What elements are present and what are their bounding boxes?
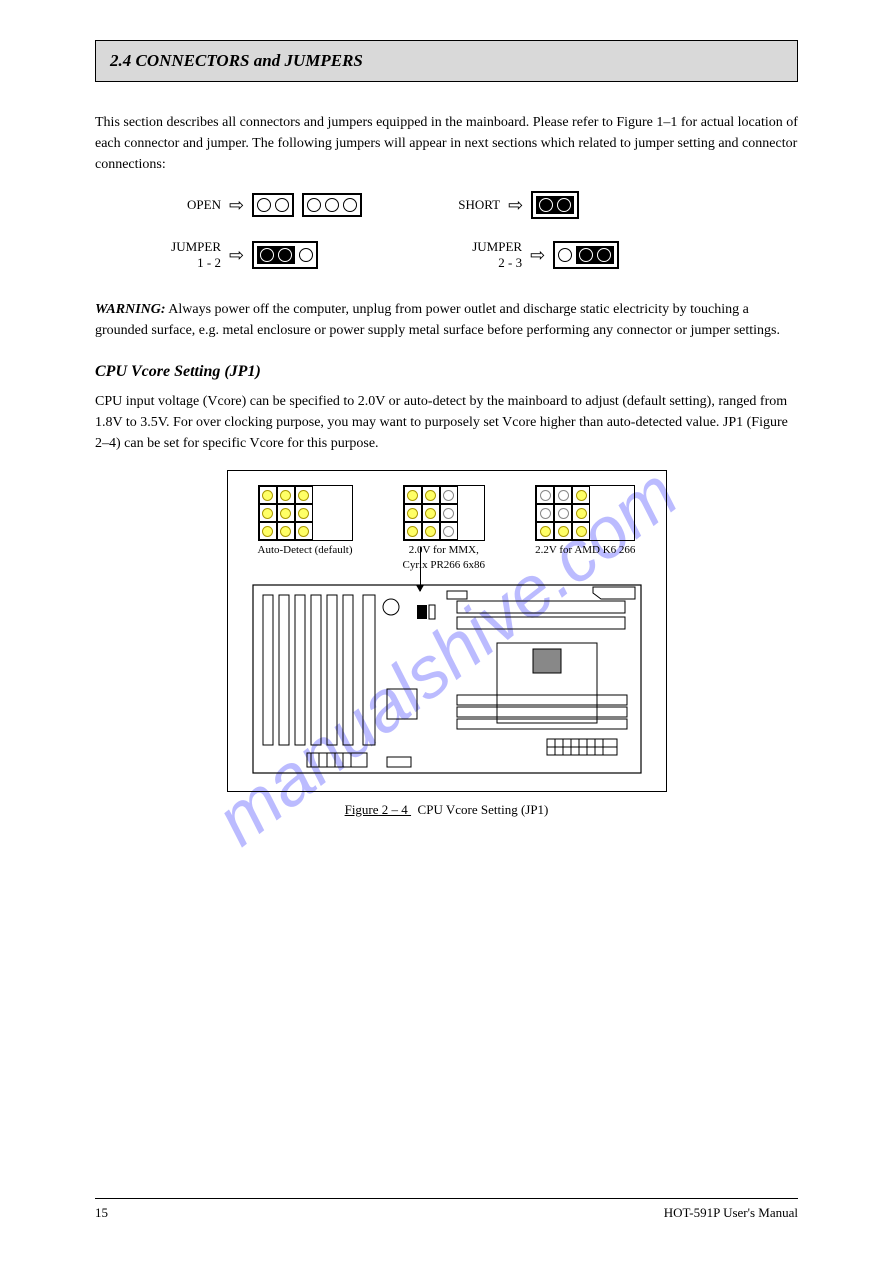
jumper-open-2pin — [252, 193, 294, 217]
jumper23-label: JUMPER 2 - 3 — [466, 239, 522, 271]
warning-text: WARNING: Always power off the computer, … — [95, 299, 798, 341]
figure-caption: Figure 2 – 4 CPU Vcore Setting (JP1) — [95, 802, 798, 818]
jumper-legend: OPEN ⇨ SHORT ⇨ JUMPER 1 - 2 ⇨ — [95, 191, 798, 271]
open-label: OPEN — [165, 197, 221, 213]
arrow-icon: ⇨ — [229, 246, 244, 264]
jumper-2-3 — [553, 241, 619, 269]
jp-grid-22v: 2.2V for AMD K6 266 — [535, 485, 635, 556]
warning-label: WARNING: — [95, 302, 166, 317]
cpu-vcore-title: CPU Vcore Setting (JP1) — [95, 363, 798, 381]
figure-frame: Auto-Detect (default) 2.0V for MMX, Cyri… — [227, 470, 667, 792]
page-footer: 15 HOT-591P User's Manual — [95, 1198, 798, 1221]
cpu-vcore-text: CPU input voltage (Vcore) can be specifi… — [95, 391, 798, 454]
motherboard-diagram — [247, 579, 647, 779]
page-content: 2.4 CONNECTORS and JUMPERS This section … — [0, 0, 893, 858]
jp-grid-2v-label2: Cyrix PR266 6x86 — [403, 559, 486, 571]
arrow-icon: ⇨ — [508, 196, 523, 214]
jumper-1-2 — [252, 241, 318, 269]
arrow-icon: ⇨ — [530, 246, 545, 264]
jp-grid-2v-label1: 2.0V for MMX, — [403, 544, 486, 556]
jumper12-label: JUMPER 1 - 2 — [165, 239, 221, 271]
arrow-icon: ⇨ — [229, 196, 244, 214]
jp-grid-22v-label: 2.2V for AMD K6 266 — [535, 544, 635, 556]
short-label: SHORT — [444, 197, 500, 213]
jp-grid-auto: Auto-Detect (default) — [258, 485, 353, 556]
warning-body: Always power off the computer, unplug fr… — [95, 302, 780, 338]
section-number: 2.4 — [110, 51, 131, 70]
page-number: 15 — [95, 1205, 108, 1221]
jp-grid-auto-label: Auto-Detect (default) — [258, 544, 353, 556]
doc-title: HOT-591P User's Manual — [664, 1205, 798, 1221]
figure-num: 2 – 4 — [379, 802, 412, 817]
jumper-short — [531, 191, 579, 219]
figure-text: CPU Vcore Setting (JP1) — [418, 802, 549, 817]
jumper-open-3pin — [302, 193, 362, 217]
section-header: 2.4 CONNECTORS and JUMPERS — [95, 40, 798, 82]
intro-paragraph: This section describes all connectors an… — [95, 112, 798, 175]
section-title: CONNECTORS and JUMPERS — [136, 51, 363, 70]
jp-grid-2v: 2.0V for MMX, Cyrix PR266 6x86 — [403, 485, 486, 571]
figure-word: Figure — [345, 802, 379, 817]
arrow-down-icon — [420, 547, 421, 591]
